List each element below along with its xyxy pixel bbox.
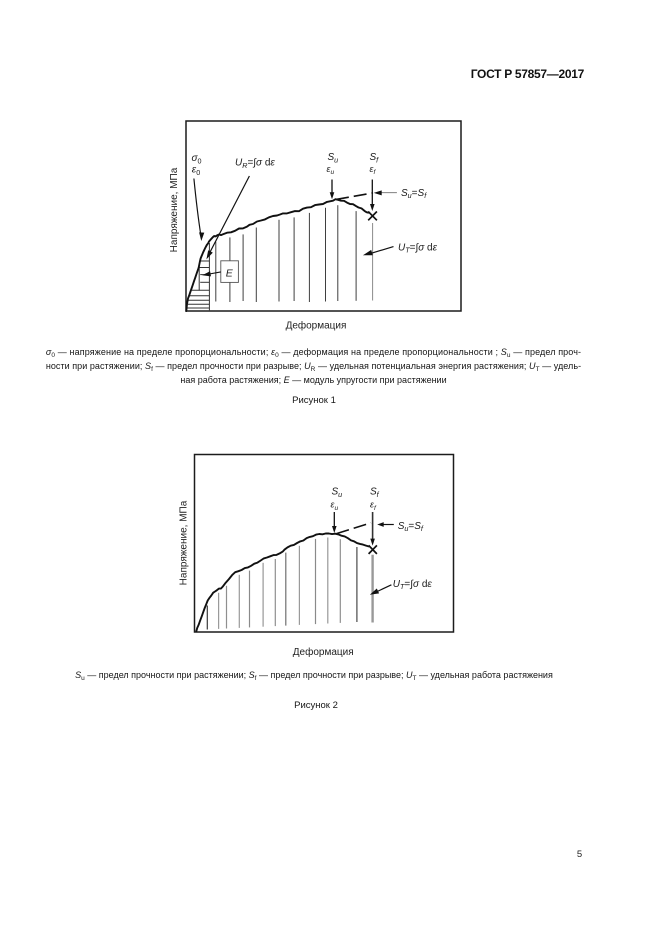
svg-text:Su=Sf: Su=Sf bbox=[401, 188, 427, 200]
svg-text:εu: εu bbox=[327, 164, 335, 176]
svg-text:εf: εf bbox=[370, 164, 377, 176]
svg-text:εf: εf bbox=[370, 500, 377, 512]
svg-text:UT=∫σ dε: UT=∫σ dε bbox=[393, 579, 433, 591]
svg-text:Su=Sf: Su=Sf bbox=[398, 521, 424, 533]
svg-text:ε0: ε0 bbox=[192, 165, 200, 177]
svg-text:Su: Su bbox=[332, 487, 343, 499]
svg-text:Напряжение, МПа: Напряжение, МПа bbox=[169, 167, 180, 252]
svg-text:E: E bbox=[226, 267, 234, 279]
svg-text:Sf: Sf bbox=[370, 487, 380, 499]
svg-text:Sf: Sf bbox=[370, 152, 380, 164]
svg-text:σ0: σ0 bbox=[192, 153, 202, 165]
svg-text:UR=∫σ dε: UR=∫σ dε bbox=[235, 158, 275, 170]
svg-text:Su: Su bbox=[328, 152, 339, 164]
svg-text:Деформация: Деформация bbox=[286, 320, 347, 332]
svg-text:Напряжение, МПа: Напряжение, МПа bbox=[178, 500, 189, 585]
svg-text:εu: εu bbox=[331, 500, 339, 512]
svg-text:UT=∫σ dε: UT=∫σ dε bbox=[398, 242, 438, 254]
svg-text:Деформация: Деформация bbox=[293, 646, 354, 658]
